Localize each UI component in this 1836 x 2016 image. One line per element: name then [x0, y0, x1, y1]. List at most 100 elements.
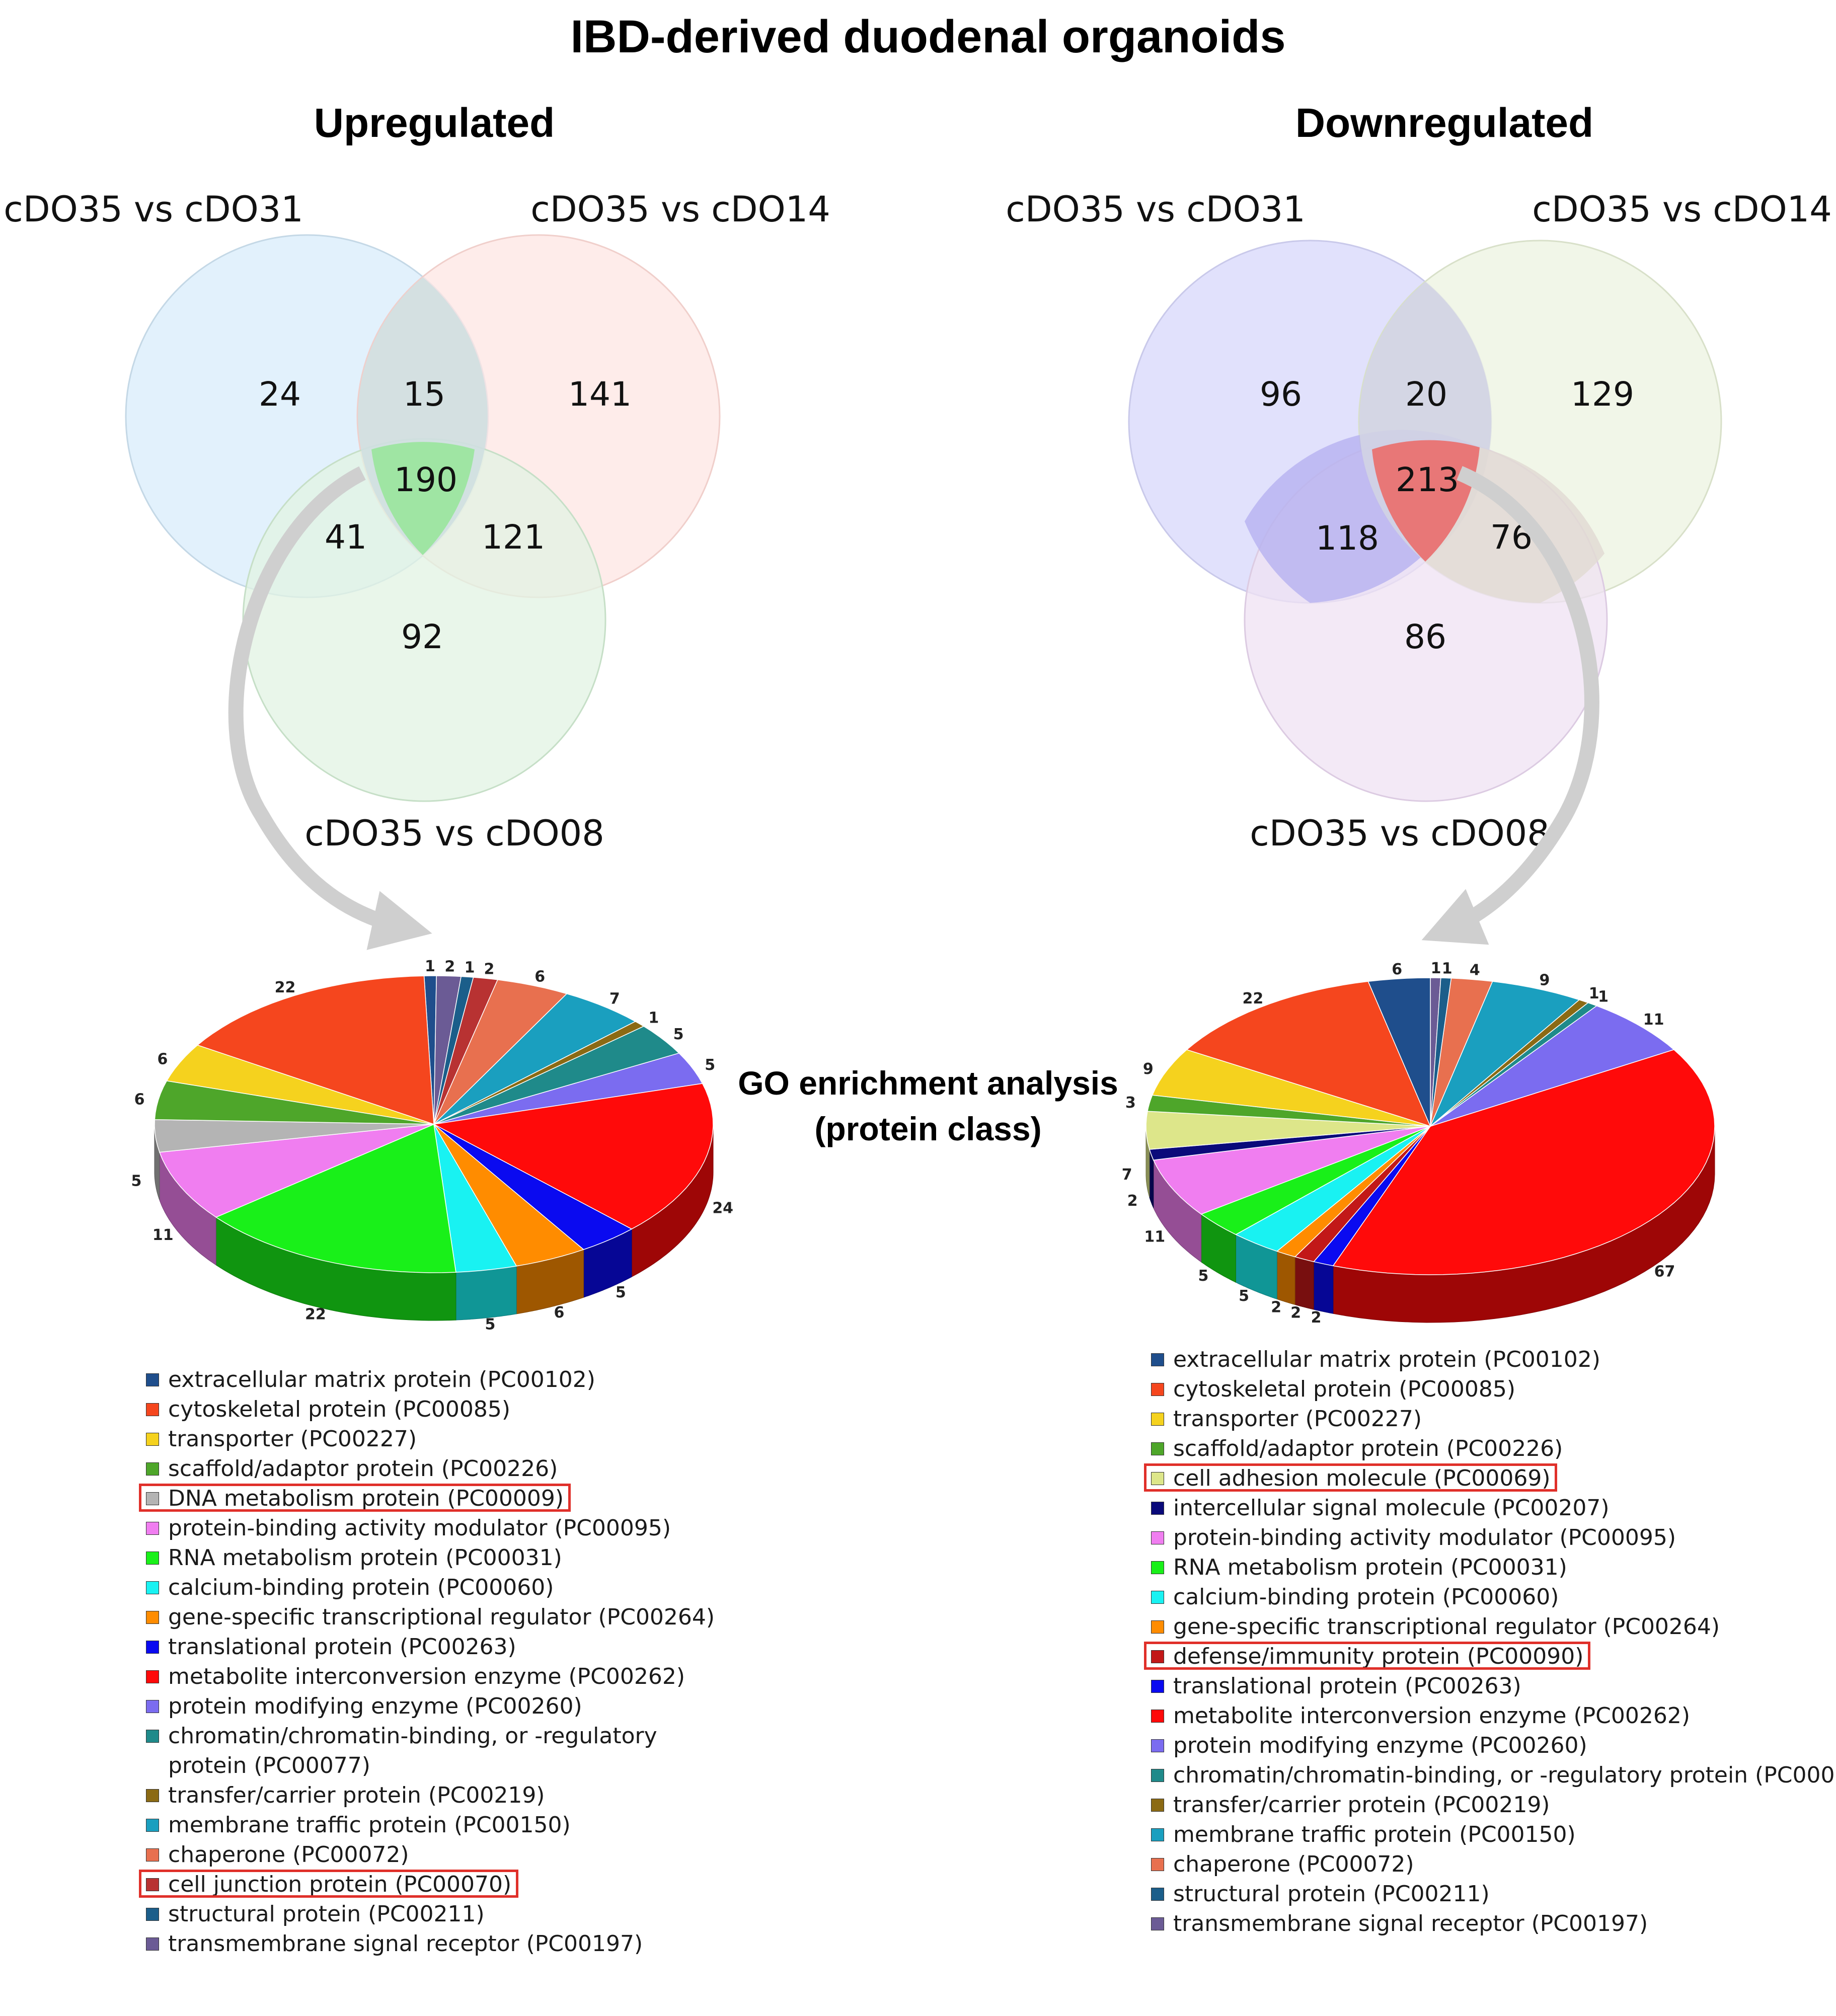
venn-left-count-abc: 190 — [394, 460, 457, 499]
pie-value-label-11: 5 — [1239, 1287, 1249, 1305]
venn-right-label-b: cDO35 vs cDO14 — [1532, 189, 1832, 230]
legend-swatch — [146, 1789, 159, 1802]
pie-value-label-16: 3 — [1125, 1094, 1136, 1112]
legend-label: scaffold/adaptor protein (PC00226) — [168, 1456, 558, 1482]
pie-slice-15 — [154, 1119, 434, 1153]
venn-right-count-c-only: 86 — [1404, 617, 1446, 656]
legend-swatch — [1151, 1413, 1164, 1426]
arrow-left — [228, 466, 432, 950]
pie-value-label-9: 2 — [1290, 1304, 1301, 1322]
pie-slice-16 — [154, 1080, 434, 1125]
venn-right-label-a: cDO35 vs cDO31 — [1006, 189, 1306, 230]
legend-label: extracellular matrix protein (PC00102) — [168, 1367, 595, 1392]
pie-slice-6 — [1430, 1005, 1675, 1127]
legend-label: cell adhesion molecule (PC00069) — [1173, 1465, 1551, 1491]
legend-swatch — [146, 1552, 159, 1565]
legend-swatch — [1151, 1650, 1164, 1663]
pie-value-label-2: 1 — [465, 959, 475, 976]
legend-swatch — [1151, 1502, 1164, 1515]
legend-label: extracellular matrix protein (PC00102) — [1173, 1347, 1600, 1372]
pie-side-12 — [455, 1266, 517, 1321]
pie-slice-7 — [433, 1026, 680, 1125]
venn-left-center — [371, 442, 475, 555]
legend-label: scaffold/adaptor protein (PC00226) — [1173, 1436, 1563, 1461]
legend-swatch — [146, 1492, 159, 1505]
legend-swatch — [1151, 1472, 1164, 1485]
pie-value-label-12: 5 — [1198, 1267, 1208, 1285]
pie-value-label-2: 4 — [1470, 962, 1480, 979]
pie-value-label-6: 1 — [648, 1009, 659, 1027]
pie-value-label-7: 67 — [1654, 1263, 1675, 1280]
legend-swatch — [1151, 1799, 1164, 1812]
venn-left-count-a-only: 24 — [259, 375, 301, 414]
legend-swatch — [1151, 1680, 1164, 1693]
legend-label: protein-binding activity modulator (PC00… — [168, 1515, 671, 1541]
pie-slice-19 — [1367, 977, 1431, 1127]
legend-label: transporter (PC00227) — [1173, 1406, 1422, 1432]
pie-value-label-18: 22 — [275, 979, 296, 996]
venn-right-count-ab: 20 — [1405, 375, 1447, 414]
legend-label: chaperone (PC00072) — [168, 1842, 409, 1868]
pie-value-label-4: 6 — [534, 968, 545, 986]
legend-swatch — [146, 1462, 159, 1476]
legend-swatch — [146, 1937, 159, 1951]
legend-swatch — [146, 1848, 159, 1862]
pie-side-8 — [1313, 1261, 1334, 1314]
pie-value-label-12: 5 — [485, 1316, 495, 1334]
pie-slice-11 — [433, 1124, 585, 1267]
legend-label: transporter (PC00227) — [168, 1426, 417, 1452]
legend-label: defense/immunity protein (PC00090) — [1173, 1644, 1584, 1669]
pie-value-label-15: 5 — [131, 1173, 141, 1190]
legend-label: translational protein (PC00263) — [1173, 1673, 1521, 1699]
pie-value-label-4: 1 — [1589, 985, 1599, 1002]
pie-slice-13 — [215, 1123, 456, 1273]
legend-label: transmembrane signal receptor (PC00197) — [1173, 1911, 1648, 1936]
pie-value-label-3: 9 — [1539, 971, 1550, 989]
venn-left-title: Upregulated — [314, 100, 555, 146]
legend-label: structural protein (PC00211) — [168, 1901, 485, 1927]
pie-value-label-3: 2 — [484, 961, 494, 978]
legend-swatch — [1151, 1888, 1164, 1901]
pie-value-label-10: 5 — [616, 1284, 626, 1301]
legend-label: membrane traffic protein (PC00150) — [1173, 1822, 1576, 1847]
legend-swatch — [1151, 1858, 1164, 1871]
legend-swatch — [1151, 1739, 1164, 1752]
venn-right-center — [1372, 440, 1480, 562]
legend-label: DNA metabolism protein (PC00009) — [168, 1486, 564, 1511]
legend-swatch — [1151, 1710, 1164, 1723]
pie-value-label-11: 6 — [554, 1304, 564, 1322]
venn-left-label-a: cDO35 vs cDO31 — [4, 189, 303, 230]
pie-slice-17 — [1152, 1049, 1431, 1127]
legend-swatch — [146, 1641, 159, 1654]
pie-value-label-5: 7 — [609, 990, 620, 1008]
pie-slice-5 — [433, 993, 637, 1125]
venn-left-count-c-only: 92 — [401, 617, 443, 656]
venn-right-label-c: cDO35 vs cDO08 — [1250, 813, 1550, 854]
legend-label: chaperone (PC00072) — [1173, 1851, 1414, 1877]
venn-left-label-b: cDO35 vs cDO14 — [530, 189, 830, 230]
legend-swatch — [146, 1908, 159, 1921]
legend-swatch — [1151, 1353, 1164, 1366]
pie-value-label-1: 1 — [1442, 960, 1452, 978]
pie-value-label-15: 7 — [1122, 1166, 1132, 1184]
legend-label: RNA metabolism protein (PC00031) — [168, 1545, 562, 1571]
figure-title: IBD-derived duodenal organoids — [570, 11, 1285, 62]
pie-slice-17 — [166, 1044, 434, 1125]
pie-value-label-16: 6 — [134, 1091, 145, 1108]
legend-label: cytoskeletal protein (PC00085) — [1173, 1376, 1515, 1402]
legend-label: cytoskeletal protein (PC00085) — [168, 1397, 510, 1422]
legend-swatch — [146, 1878, 159, 1891]
legend-swatch — [1151, 1591, 1164, 1604]
legend-swatch — [146, 1700, 159, 1713]
pie-value-label-13: 11 — [1144, 1228, 1165, 1246]
pie-side-9 — [1294, 1256, 1314, 1310]
pie-slice-14 — [159, 1124, 434, 1218]
venn-left-count-b-only: 141 — [568, 375, 632, 414]
pie-value-label-14: 11 — [152, 1226, 174, 1244]
legend-label: RNA metabolism protein (PC00031) — [1173, 1555, 1567, 1580]
pie-slice-4 — [433, 979, 568, 1125]
pie-value-label-8: 2 — [1311, 1309, 1322, 1327]
legend-swatch — [1151, 1917, 1164, 1930]
